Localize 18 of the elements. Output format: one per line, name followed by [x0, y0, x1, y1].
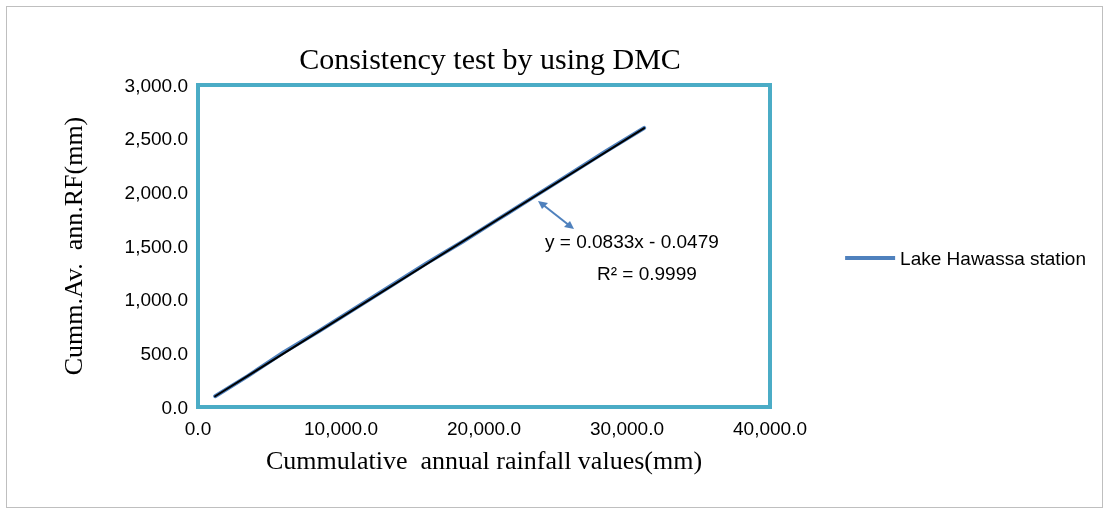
x-tick-label: 10,000.0 — [304, 418, 378, 439]
y-tick-label: 0.0 — [161, 396, 188, 418]
y-tick-label: 1,500.0 — [124, 235, 188, 257]
y-tick-label: 2,000.0 — [124, 181, 188, 203]
x-tick-label: 0.0 — [184, 418, 212, 439]
y-tick-label: 1,000.0 — [124, 289, 188, 311]
y-tick-label: 3,000.0 — [124, 74, 188, 96]
x-tick-label: 40,000.0 — [733, 418, 807, 439]
annotation: R² = 0.9999 — [597, 263, 697, 284]
y-tick-label: 500.0 — [140, 342, 188, 364]
annotation: y = 0.0833x - 0.0479 — [545, 231, 719, 252]
x-axis-title: Cummulative annual rainfall values(mm) — [265, 445, 703, 475]
x-tick-label: 30,000.0 — [590, 418, 664, 439]
legend-label: Lake Hawassa station — [900, 247, 1087, 269]
y-tick-label: 2,500.0 — [124, 128, 188, 150]
x-tick-label: 20,000.0 — [447, 418, 521, 439]
y-axis-title: Cumm.Av. ann.RF(mm) — [58, 116, 88, 376]
chart-title: Consistency test by using DMC — [299, 41, 681, 75]
